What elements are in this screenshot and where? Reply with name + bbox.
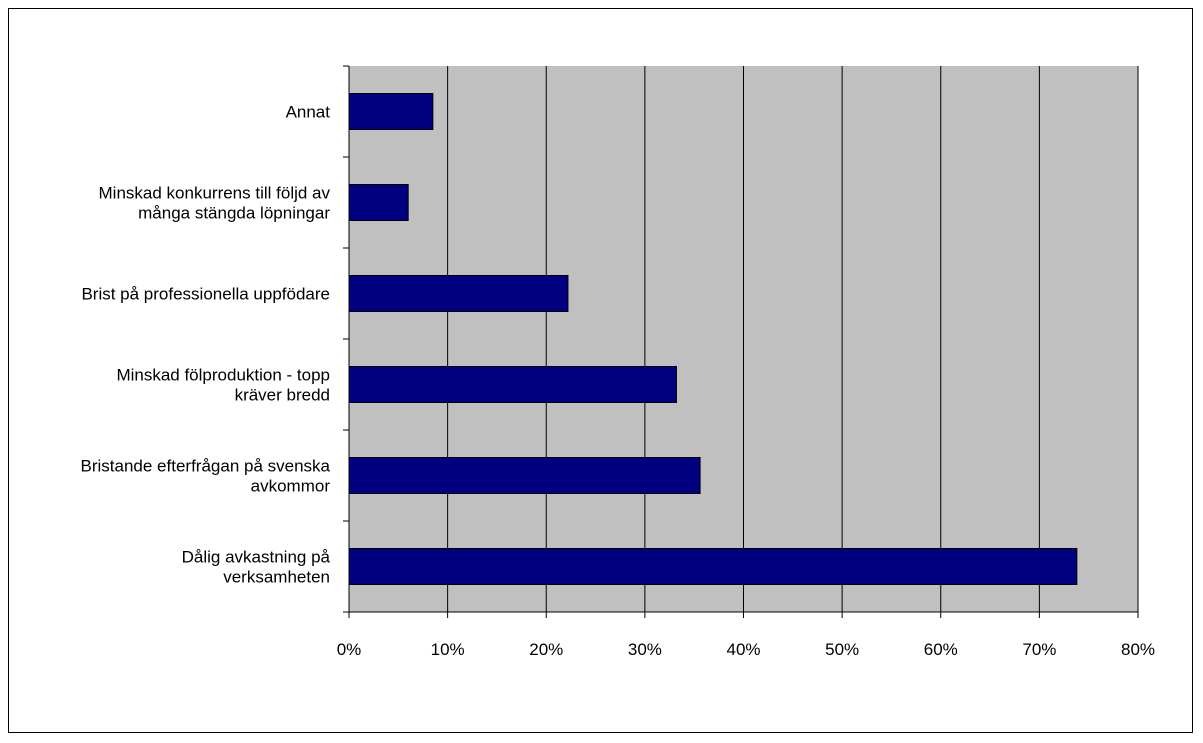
x-tick-label: 0% [337, 640, 362, 659]
x-tick-label: 10% [431, 640, 465, 659]
category-label: Bristande efterfrågan på svenska avkommor [81, 457, 331, 496]
category-label-line: Bristande efterfrågan på svenska [81, 457, 331, 476]
category-label-line: många stängda löpningar [138, 204, 330, 223]
bar [348, 366, 677, 403]
category-label: Minskad fölproduktion - topp kräver bredd [116, 366, 330, 405]
category-label-line: Brist på professionella uppfödare [81, 285, 330, 304]
x-tick-label: 40% [726, 640, 760, 659]
category-label: Dålig avkastning på verksamheten [182, 548, 331, 587]
category-label-line: verksamheten [223, 568, 330, 587]
x-tick-label: 60% [924, 640, 958, 659]
category-label-line: Dålig avkastning på [182, 548, 331, 567]
category-label-line: avkommor [251, 477, 331, 496]
category-label: Brist på professionella uppfödare [81, 285, 330, 304]
x-tick-label: 20% [529, 640, 563, 659]
bar [348, 457, 701, 494]
bar [348, 275, 569, 312]
category-label-line: Minskad konkurrens till följd av [99, 184, 331, 203]
category-label-line: kräver bredd [235, 386, 330, 405]
category-label: Annat [286, 103, 331, 122]
category-label-line: Annat [286, 103, 331, 122]
bar [348, 548, 1078, 585]
category-label-line: Minskad fölproduktion - topp [116, 366, 330, 385]
x-tick-label: 50% [825, 640, 859, 659]
category-label: Minskad konkurrens till följd av många st… [99, 184, 331, 223]
x-tick-label: 70% [1022, 640, 1056, 659]
x-tick-label: 30% [628, 640, 662, 659]
bar [348, 184, 409, 221]
x-tick-label: 80% [1121, 640, 1155, 659]
bar [348, 93, 434, 130]
